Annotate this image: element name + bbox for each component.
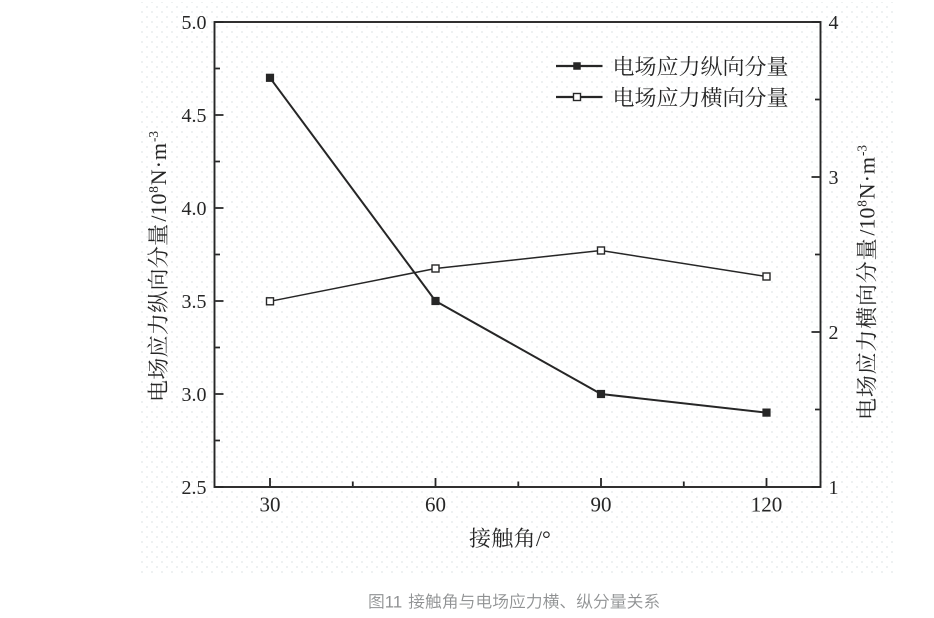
- svg-text:120: 120: [751, 493, 783, 517]
- svg-text:N·m: N·m: [146, 142, 171, 185]
- svg-text:4: 4: [829, 12, 839, 34]
- svg-text:5.0: 5.0: [182, 12, 207, 34]
- svg-text:2.5: 2.5: [182, 477, 207, 499]
- svg-text:4.5: 4.5: [182, 105, 207, 127]
- svg-text:60: 60: [425, 493, 446, 517]
- svg-text:2: 2: [829, 322, 839, 344]
- svg-text:8: 8: [855, 200, 870, 207]
- svg-text:-3: -3: [855, 145, 870, 156]
- svg-text:8: 8: [146, 186, 161, 193]
- svg-text:4.0: 4.0: [182, 198, 207, 220]
- svg-text:3: 3: [829, 167, 839, 189]
- svg-text:11: 11: [385, 593, 402, 612]
- svg-text:/°: /°: [536, 526, 551, 551]
- svg-text:30: 30: [260, 493, 281, 517]
- svg-text:1: 1: [829, 477, 839, 499]
- svg-text:3.5: 3.5: [182, 291, 207, 313]
- svg-text:-3: -3: [146, 131, 161, 142]
- svg-text:90: 90: [591, 493, 612, 517]
- svg-text:/10: /10: [146, 193, 171, 221]
- svg-text:/10: /10: [855, 207, 880, 235]
- svg-text:3.0: 3.0: [182, 384, 207, 406]
- svg-text:N·m: N·m: [855, 156, 880, 199]
